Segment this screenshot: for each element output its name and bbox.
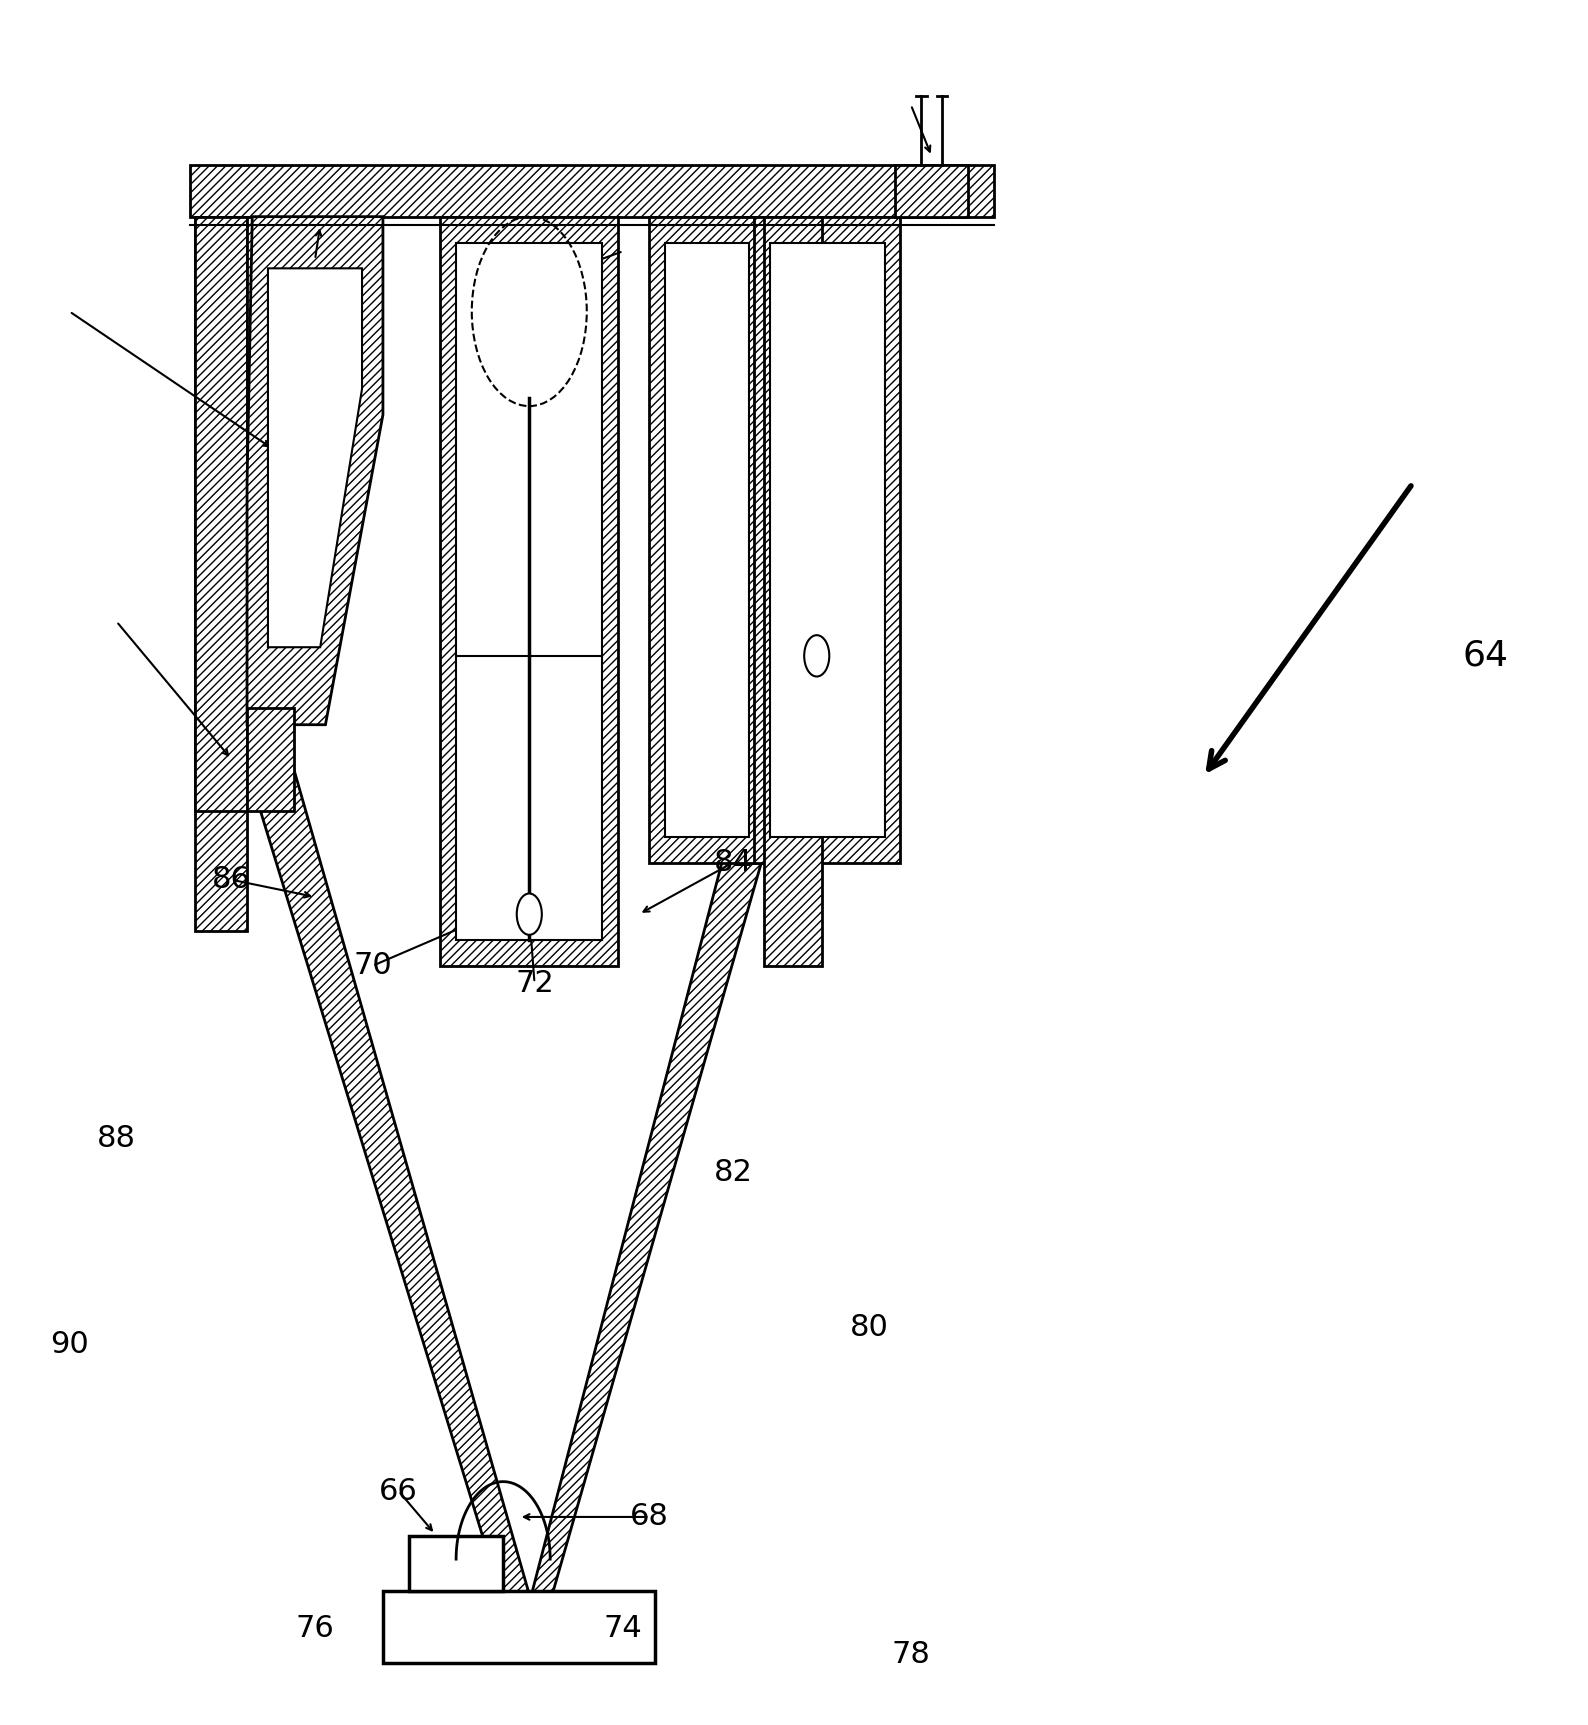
Text: 80: 80	[850, 1313, 888, 1342]
Text: 88: 88	[97, 1123, 137, 1152]
Text: 64: 64	[1463, 638, 1509, 673]
Text: 70: 70	[353, 950, 392, 980]
Polygon shape	[456, 243, 602, 940]
Polygon shape	[649, 217, 764, 862]
Circle shape	[516, 894, 542, 935]
Polygon shape	[268, 269, 362, 647]
Polygon shape	[665, 243, 750, 837]
Polygon shape	[248, 217, 383, 724]
Polygon shape	[248, 217, 289, 707]
Text: 66: 66	[380, 1477, 418, 1506]
Polygon shape	[529, 742, 796, 1603]
Polygon shape	[248, 707, 294, 811]
Text: 84: 84	[713, 849, 753, 876]
Polygon shape	[896, 166, 969, 217]
Text: 78: 78	[891, 1640, 931, 1670]
Polygon shape	[195, 217, 248, 932]
Polygon shape	[440, 217, 618, 966]
Text: 68: 68	[630, 1502, 669, 1532]
Text: 82: 82	[713, 1157, 753, 1187]
Polygon shape	[410, 1535, 503, 1590]
Polygon shape	[383, 1590, 654, 1663]
Polygon shape	[754, 217, 900, 862]
Text: 76: 76	[295, 1615, 335, 1644]
Polygon shape	[195, 217, 248, 811]
Text: 86: 86	[211, 866, 251, 894]
Polygon shape	[225, 699, 529, 1603]
FancyArrow shape	[1224, 502, 1390, 735]
Polygon shape	[770, 243, 885, 837]
Text: 74: 74	[603, 1615, 643, 1644]
Text: 72: 72	[515, 968, 554, 997]
Polygon shape	[189, 166, 994, 217]
Circle shape	[804, 635, 829, 676]
Polygon shape	[764, 217, 823, 966]
Text: 90: 90	[49, 1330, 89, 1359]
